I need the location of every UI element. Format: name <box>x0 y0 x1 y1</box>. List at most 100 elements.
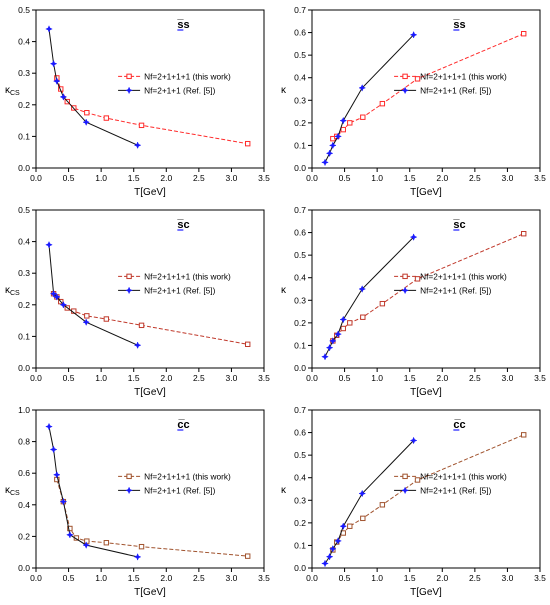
plot-frame <box>35 9 265 169</box>
data-point-star <box>325 149 334 158</box>
y-tick-label: 0.0 <box>18 163 30 173</box>
x-tick-label: 3.0 <box>226 573 238 583</box>
data-point-square <box>138 322 145 329</box>
data-point-star <box>409 30 418 39</box>
data-point-star <box>409 233 418 241</box>
data-point-square <box>379 100 386 107</box>
data-point-square <box>84 110 90 116</box>
x-axis-label: T[GeV] <box>410 587 442 598</box>
x-tick-label: 1.0 <box>95 373 107 383</box>
y-tick-label: 0.4 <box>18 37 30 47</box>
legend-marker-star <box>401 86 409 95</box>
x-tick-label: 1.5 <box>128 373 140 383</box>
data-point-square <box>360 314 366 320</box>
data-point-square <box>84 313 90 319</box>
data-point-square <box>347 320 353 326</box>
y-tick-label: 0.0 <box>18 363 30 373</box>
data-point-star <box>358 489 367 498</box>
panel-5: 0.0 0.5 1.0 1.5 2.0 2.5 3.0 3.5 0.0 0.2 0.4 0.6 0.8 1… <box>5 405 270 598</box>
data-point-star <box>52 293 61 301</box>
data-point-square <box>379 502 386 508</box>
y-tick-label: 0.4 <box>294 273 306 283</box>
data-point-square <box>347 120 353 126</box>
data-point-star <box>82 118 91 127</box>
x-tick-label: 0.5 <box>63 573 75 583</box>
data-point-star <box>325 343 334 352</box>
x-tick-label: 2.0 <box>160 373 172 383</box>
x-tick-label: 0.0 <box>30 373 42 383</box>
y-axis-label: κ <box>281 485 287 496</box>
panel-title: c̅c <box>177 419 189 431</box>
series-line-2 <box>324 34 414 163</box>
panel-6: 0.0 0.5 1.0 1.5 2.0 2.5 3.0 3.5 0.0 0.1 0.2 0.3 0.4 0… <box>281 405 546 598</box>
x-tick-label: 1.5 <box>404 573 416 583</box>
series-line-2 <box>324 440 414 564</box>
series-line-1 <box>332 434 524 551</box>
x-tick-label: 0.0 <box>306 173 318 183</box>
data-point-square <box>138 543 145 550</box>
x-tick-label: 2.5 <box>469 573 481 583</box>
y-tick-label: 0.2 <box>18 300 30 310</box>
y-tick-label: 0.7 <box>294 205 306 215</box>
data-point-star <box>45 422 53 431</box>
x-tick-label: 0.5 <box>339 573 351 583</box>
data-point-square <box>521 231 527 237</box>
data-point-star <box>52 77 61 85</box>
data-point-square <box>245 140 251 147</box>
data-point-square <box>103 316 110 322</box>
panel-2: 0.0 0.5 1.0 1.5 2.0 2.5 3.0 3.5 0.0 0.1 0.2 0.3 0.4 0… <box>281 5 546 198</box>
panel-1: 0.0 0.5 1.0 1.5 2.0 2.5 3.0 3.5 0.0 0.1 0.2 0.3 0.4 0… <box>5 5 270 198</box>
legend-label: Nf=2+1+1 (Ref. [5]) <box>144 85 215 95</box>
data-point-star <box>52 470 61 479</box>
data-point-star <box>334 330 342 338</box>
y-tick-label: 0.1 <box>294 140 306 150</box>
data-point-star <box>82 541 91 549</box>
data-point-square <box>521 31 527 37</box>
legend-marker-square <box>126 273 132 280</box>
legend-label: Nf=2+1+1+1 (this work) <box>144 271 231 281</box>
legend-label: Nf=2+1+1+1 (this work) <box>420 471 507 481</box>
data-point-star <box>328 141 337 150</box>
x-tick-label: 3.0 <box>502 373 514 383</box>
data-point-star <box>59 300 68 309</box>
legend-marker-square <box>402 273 408 280</box>
data-point-star <box>325 552 334 561</box>
x-tick-label: 3.5 <box>534 573 546 583</box>
x-axis-label: T[GeV] <box>134 187 166 198</box>
x-tick-label: 1.0 <box>95 173 107 183</box>
data-point-square <box>347 523 353 529</box>
y-tick-label: 0.4 <box>18 237 30 247</box>
panel-3: 0.0 0.5 1.0 1.5 2.0 2.5 3.0 3.5 0.0 0.1 0.2 0.3 0.4 0… <box>5 205 270 398</box>
y-tick-label: 0.1 <box>294 540 306 550</box>
y-tick-label: 0.3 <box>294 95 306 105</box>
legend-label: Nf=2+1+1+1 (this work) <box>144 471 231 481</box>
x-tick-label: 0.5 <box>63 373 75 383</box>
data-point-square <box>340 325 346 332</box>
data-point-star <box>59 497 68 506</box>
data-point-square <box>414 276 421 282</box>
y-tick-label: 0.5 <box>18 205 30 215</box>
x-tick-label: 2.0 <box>436 373 448 383</box>
y-tick-label: 1.0 <box>18 405 30 415</box>
data-point-star <box>334 132 342 141</box>
legend-label: Nf=2+1+1 (Ref. [5]) <box>420 285 491 295</box>
series-line-2 <box>48 426 138 558</box>
x-tick-label: 1.0 <box>95 573 107 583</box>
data-point-star <box>328 337 337 345</box>
data-point-star <box>339 315 348 324</box>
x-tick-label: 3.0 <box>502 173 514 183</box>
y-tick-label: 0.1 <box>18 331 30 341</box>
y-tick-label: 0.6 <box>294 428 306 438</box>
y-tick-label: 0.0 <box>294 563 306 573</box>
data-point-star <box>339 116 348 125</box>
y-tick-label: 0.3 <box>18 68 30 78</box>
x-tick-label: 1.5 <box>128 573 140 583</box>
plot-frame <box>35 409 265 569</box>
x-tick-label: 3.5 <box>258 573 270 583</box>
plot-frame <box>35 209 265 369</box>
x-tick-label: 3.5 <box>258 373 270 383</box>
data-point-star <box>45 240 53 249</box>
y-axis-label: κ <box>281 85 287 96</box>
y-tick-label: 0.7 <box>294 405 306 415</box>
y-tick-label: 0.5 <box>294 450 306 460</box>
